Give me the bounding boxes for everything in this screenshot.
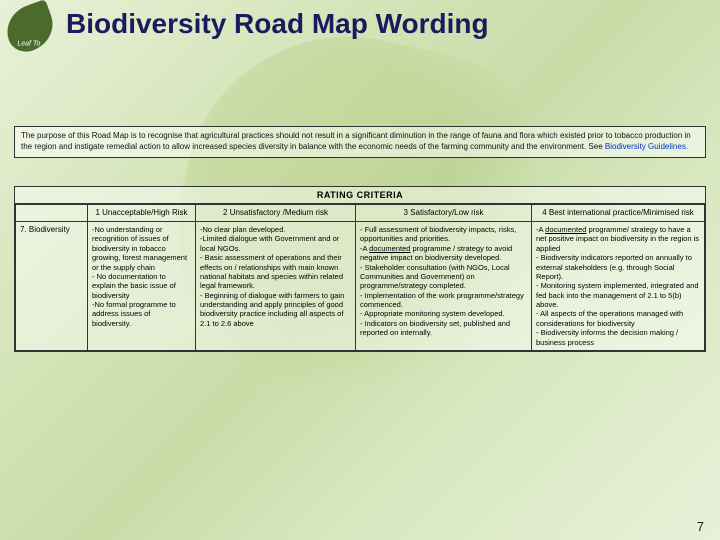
leaf-logo-icon xyxy=(0,0,60,57)
page-title: Biodiversity Road Map Wording xyxy=(66,8,489,40)
criteria-header-blank xyxy=(16,205,88,222)
criteria-header-row: 1 Unacceptable/High Risk 2 Unsatisfactor… xyxy=(16,205,705,222)
page-number: 7 xyxy=(697,519,704,534)
rating-criteria-container: RATING CRITERIA 1 Unacceptable/High Risk… xyxy=(14,186,706,352)
criteria-cell-4: -A documented programme/ strategy to hav… xyxy=(532,222,705,351)
criteria-3-underline: documented xyxy=(369,244,410,253)
criteria-row-label: 7. Biodiversity xyxy=(16,222,88,351)
criteria-4-part-b: programme/ strategy to have a net positi… xyxy=(536,225,699,347)
purpose-text: The purpose of this Road Map is to recog… xyxy=(21,131,691,151)
criteria-4-part-a: -A xyxy=(536,225,545,234)
purpose-box: The purpose of this Road Map is to recog… xyxy=(14,126,706,158)
criteria-table: 1 Unacceptable/High Risk 2 Unsatisfactor… xyxy=(15,204,705,351)
criteria-cell-1: -No understanding or recognition of issu… xyxy=(88,222,196,351)
guidelines-link[interactable]: Biodiversity Guidelines. xyxy=(605,142,688,151)
criteria-header-3: 3 Satisfactory/Low risk xyxy=(356,205,532,222)
criteria-header-4: 4 Best international practice/Minimised … xyxy=(532,205,705,222)
criteria-header-1: 1 Unacceptable/High Risk xyxy=(88,205,196,222)
criteria-header-2: 2 Unsatisfactory /Medium risk xyxy=(196,205,356,222)
rating-criteria-header: RATING CRITERIA xyxy=(15,187,705,204)
criteria-cell-3: - Full assessment of biodiversity impact… xyxy=(356,222,532,351)
criteria-row-biodiversity: 7. Biodiversity -No understanding or rec… xyxy=(16,222,705,351)
criteria-cell-2: -No clear plan developed.-Limited dialog… xyxy=(196,222,356,351)
criteria-3-part-b: programme / strategy to avoid negative i… xyxy=(360,244,524,337)
criteria-4-underline: documented xyxy=(545,225,586,234)
